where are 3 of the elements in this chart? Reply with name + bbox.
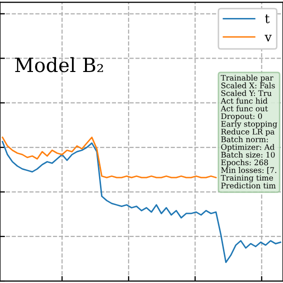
legend-label: v — [264, 34, 272, 42]
legend-label: t — [265, 14, 270, 24]
text: Model B₂ — [15, 57, 103, 72]
